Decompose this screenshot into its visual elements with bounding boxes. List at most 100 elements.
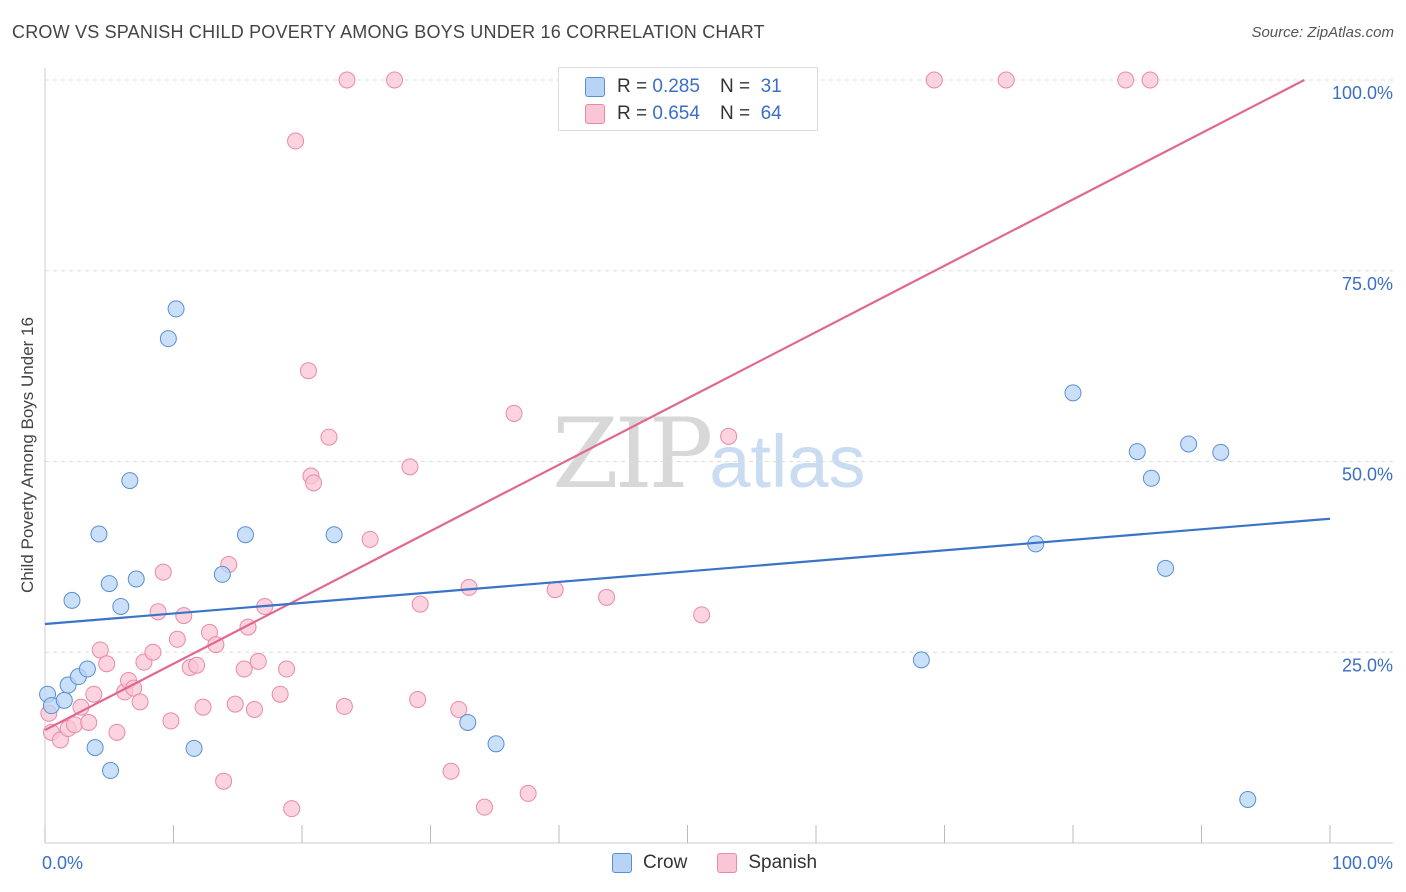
spanish-r-value: 0.654 <box>652 103 700 124</box>
crow-point <box>90 525 108 543</box>
spanish-point <box>299 362 317 380</box>
spanish-point <box>226 695 244 713</box>
crow-point <box>1180 435 1198 453</box>
spanish-point <box>505 404 523 422</box>
crow-trend-line <box>44 517 1331 626</box>
spanish-point <box>720 427 738 445</box>
crow-r-label: R = <box>617 76 648 97</box>
spanish-point <box>442 762 460 780</box>
source-label: Source: ZipAtlas.com <box>1251 24 1394 41</box>
crow-point <box>63 591 81 609</box>
spanish-point <box>80 713 98 731</box>
crow-point <box>236 526 254 544</box>
crow-point <box>1064 384 1082 402</box>
crow-point <box>55 691 73 709</box>
spanish-point <box>149 603 167 621</box>
spanish-point <box>175 607 193 625</box>
crow-point <box>213 565 231 583</box>
x-tick-label-min: 0.0% <box>42 853 83 873</box>
crow-point <box>121 472 139 490</box>
spanish-point <box>925 71 943 89</box>
spanish-point <box>271 685 289 703</box>
crow-point <box>100 575 118 593</box>
spanish-point <box>338 71 356 89</box>
crow-point <box>78 660 96 678</box>
spanish-point <box>278 660 296 678</box>
y-axis-label: Child Poverty Among Boys Under 16 <box>18 317 37 593</box>
spanish-point <box>1117 71 1135 89</box>
spanish-point <box>215 772 233 790</box>
legend-item-spanish: Spanish <box>717 852 817 874</box>
spanish-point <box>131 693 149 711</box>
spanish-n-label: N = <box>719 103 751 124</box>
spanish-point <box>249 652 267 670</box>
spanish-point <box>287 132 305 150</box>
crow-point <box>159 330 177 348</box>
crow-point <box>1239 791 1257 809</box>
spanish-point <box>409 691 427 709</box>
crow-point <box>112 597 130 615</box>
crow-point <box>1142 469 1160 487</box>
spanish-point <box>108 723 126 741</box>
spanish-point <box>361 530 379 548</box>
spanish-point <box>546 581 564 599</box>
legend-crow-label: Crow <box>643 852 688 873</box>
legend-spanish-swatch <box>717 853 738 873</box>
spanish-point <box>997 71 1015 89</box>
spanish-point <box>194 698 212 716</box>
spanish-point <box>188 656 206 674</box>
spanish-point <box>85 685 103 703</box>
crow-point <box>185 739 203 757</box>
spanish-point <box>519 784 537 802</box>
spanish-point <box>598 588 616 606</box>
legend-crow-swatch <box>612 853 632 873</box>
crow-point <box>127 570 145 588</box>
crow-point <box>912 651 930 669</box>
spanish-point <box>162 712 180 730</box>
crow-swatch <box>585 77 605 97</box>
correlation-legend: R = 0.285 N = 31 R = 0.654 N = 64 <box>558 67 818 131</box>
spanish-point <box>335 697 353 715</box>
crow-point <box>1212 443 1230 461</box>
spanish-point <box>305 474 323 492</box>
spanish-point <box>98 655 116 673</box>
y-tick-label-25: 25.0% <box>1342 655 1393 675</box>
spanish-point <box>66 716 84 734</box>
crow-n-label: N = <box>719 76 751 97</box>
crow-point <box>459 713 477 731</box>
spanish-point <box>91 641 109 659</box>
spanish-point <box>168 630 186 648</box>
spanish-n-value: 64 <box>760 103 782 124</box>
legend-row-crow: R = 0.285 N = 31 <box>585 75 782 99</box>
crow-n-value: 31 <box>760 76 782 97</box>
spanish-point <box>245 700 263 718</box>
spanish-point <box>1141 71 1159 89</box>
crow-point <box>325 526 343 544</box>
legend-spanish-label: Spanish <box>748 852 818 873</box>
spanish-swatch <box>585 104 605 124</box>
spanish-point <box>693 606 711 624</box>
legend-row-spanish: R = 0.654 N = 64 <box>585 102 782 126</box>
x-tick-label-max: 100.0% <box>1332 853 1393 873</box>
spanish-point <box>460 578 478 596</box>
crow-point <box>1157 559 1175 577</box>
crow-point <box>487 735 505 753</box>
spanish-point <box>283 800 301 818</box>
spanish-point <box>154 563 172 581</box>
spanish-point <box>401 458 419 476</box>
spanish-point <box>411 595 429 613</box>
spanish-r-label: R = <box>617 103 648 124</box>
spanish-point <box>72 698 90 716</box>
y-tick-label-50: 50.0% <box>1342 465 1393 485</box>
spanish-point <box>320 428 338 446</box>
y-tick-label-75: 75.0% <box>1342 274 1393 294</box>
crow-point <box>102 762 120 780</box>
crow-point <box>167 300 185 318</box>
crow-point <box>1128 443 1146 461</box>
spanish-point <box>450 700 468 718</box>
y-tick-label-100: 100.0% <box>1332 83 1393 103</box>
spanish-point <box>475 798 493 816</box>
spanish-point <box>235 660 253 678</box>
spanish-trend-line <box>44 79 1305 732</box>
